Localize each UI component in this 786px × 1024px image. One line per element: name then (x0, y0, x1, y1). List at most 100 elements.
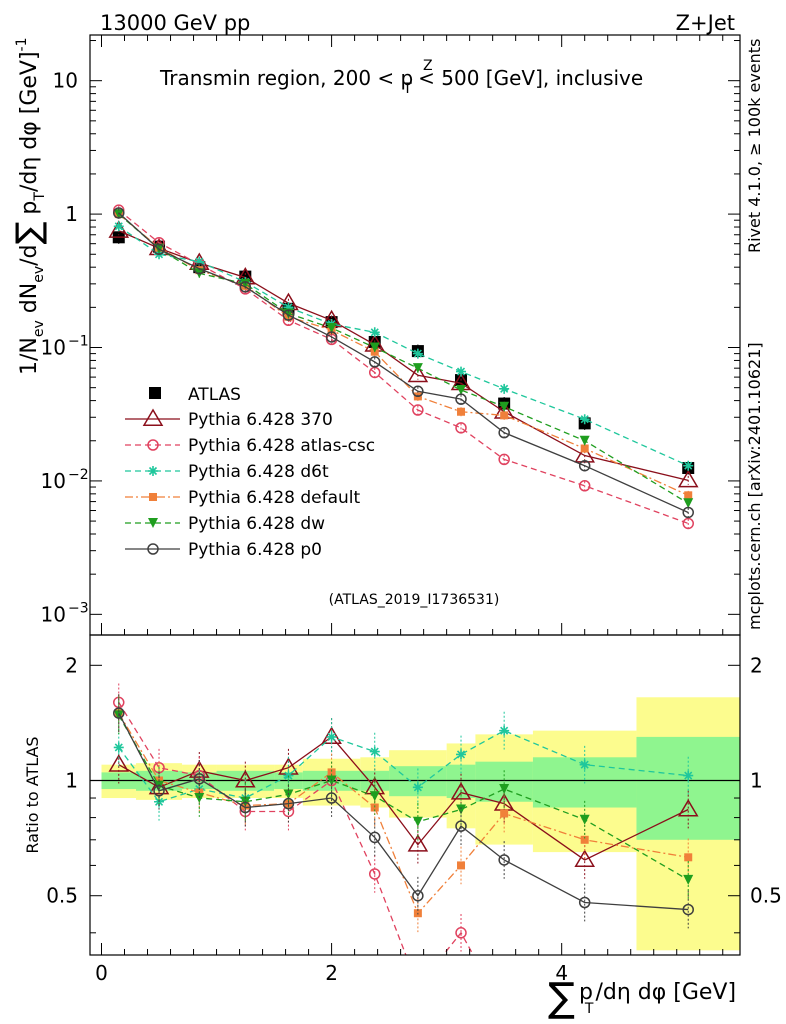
x-axis-label: ∑ p T/dη dφ [GeV] (548, 975, 736, 1021)
series-point-main (368, 356, 381, 368)
series-line-main (118, 213, 689, 504)
series-point-main (412, 385, 424, 398)
series-point-main (579, 435, 590, 446)
legend-label: Pythia 6.428 atlas-csc (188, 436, 375, 456)
series-line-ratio (118, 712, 689, 911)
series-point-main (283, 302, 294, 313)
series-point-ratio (370, 803, 379, 812)
ratio-y-axis-label: Ratio to ATLAS (23, 736, 42, 853)
series-point-ratio (113, 742, 124, 753)
ylab-end: /dη dφ [GeV] (17, 51, 42, 192)
x-tick-label: 4 (555, 961, 568, 985)
series-line-main (118, 212, 689, 514)
y-tick-label: 10 (53, 69, 78, 93)
series-point-ratio (456, 749, 467, 760)
series-point-ratio (580, 835, 589, 844)
series-point-main (369, 327, 380, 338)
series-point-ratio (194, 793, 205, 804)
region-title-tail: < 500 [GeV], inclusive (412, 66, 643, 90)
series-point-ratio (412, 889, 424, 902)
series-point-main (684, 491, 693, 500)
series-point-main (578, 459, 591, 472)
region-title-sup: Z (423, 58, 433, 74)
series-point-ratio (683, 770, 694, 781)
series-point-ratio (368, 868, 381, 880)
series-point-ratio (368, 831, 381, 844)
series-point-ratio (578, 896, 591, 909)
series-point-ratio (455, 820, 467, 832)
series-point-main (498, 426, 510, 439)
series-point-main (193, 262, 206, 275)
series-point-main (683, 498, 694, 509)
series-line-main (118, 209, 689, 525)
region-title-sub: T (402, 81, 412, 97)
main-y-axis-label: 1/Nev dNev/d∑ pT/dη dφ [GeV]-1 (9, 37, 49, 375)
ylab-exp: -1 (14, 37, 30, 51)
series-point-main (580, 444, 589, 453)
series-point-main (499, 401, 510, 412)
ratio-y-tick-label-right: 2 (750, 653, 763, 677)
energy-label: 13000 GeV pp (100, 11, 250, 35)
series-point-ratio (282, 797, 295, 810)
legend-marker (142, 408, 164, 427)
series-point-ratio (327, 768, 336, 777)
legend-label: Pythia 6.428 dw (188, 514, 325, 534)
legend-marker (149, 493, 157, 501)
ratio-panel-bands (90, 697, 740, 951)
series-point-main (194, 256, 205, 267)
series-point-ratio (369, 746, 380, 757)
ylab-t: T (32, 192, 48, 202)
series-point-main (683, 460, 694, 471)
ratio-y-tick-label-left: 0.5 (46, 884, 78, 908)
ylab-ev2: ev (31, 266, 47, 283)
series-point-ratio (684, 853, 693, 862)
y-tick-exp: −1 (68, 334, 89, 350)
series-point-main (579, 414, 590, 425)
series-point-main (677, 469, 699, 488)
series-point-main (282, 309, 295, 321)
y-tick-exp: −3 (68, 600, 89, 616)
series-point-main (412, 363, 423, 374)
ylab-tail: /d (17, 245, 42, 266)
xlab-p: p (579, 980, 593, 1005)
series-point-ratio (412, 816, 423, 827)
series-point-main (326, 323, 337, 334)
series-point-main (578, 480, 591, 492)
series-point-ratio (574, 849, 596, 868)
series-point-ratio (456, 804, 467, 815)
y-tick-label: 10 (41, 602, 66, 626)
series-point-main (682, 517, 694, 530)
series-point-ratio (455, 927, 467, 939)
series-point-main (456, 385, 467, 396)
legend-label-atlas: ATLAS (188, 385, 241, 405)
series-point-main (412, 348, 423, 359)
x-tick-label: 0 (95, 961, 108, 985)
legend-marker-atlas (149, 387, 161, 399)
series-point-ratio (579, 814, 590, 825)
xlab-tail: /dη dφ [GeV] (595, 980, 736, 1005)
series-line-main (118, 213, 689, 496)
series-point-main (113, 221, 124, 232)
series-point-ratio (193, 773, 206, 785)
series-point-main (412, 404, 424, 416)
region-title: Transmin region, 200 < pT < 500 [GeV], i… (159, 66, 643, 97)
legend-label: Pythia 6.428 370 (188, 410, 333, 430)
y-tick-label: 10 (41, 336, 66, 360)
y-tick-label: 10 (41, 469, 66, 493)
ratio-panel-frame (89, 634, 741, 956)
series-line-ratio (118, 712, 689, 915)
series-point-main (113, 207, 125, 219)
xlab-sum: ∑ (548, 975, 575, 1021)
series-point-main (153, 243, 165, 256)
series-point-ratio (326, 731, 337, 742)
analysis-id: (ATLAS_2019_I1736531) (329, 592, 500, 608)
series-layer (108, 204, 699, 955)
legend-label: Pythia 6.428 p0 (188, 540, 322, 560)
region-title-main: Transmin region, 200 < p (159, 66, 413, 90)
ratio-y-tick-label-left: 1 (65, 769, 78, 793)
legend-marker (148, 518, 158, 528)
legend-label: Pythia 6.428 default (188, 488, 361, 508)
process-label: Z+Jet (676, 11, 735, 35)
series-point-main (239, 281, 252, 293)
